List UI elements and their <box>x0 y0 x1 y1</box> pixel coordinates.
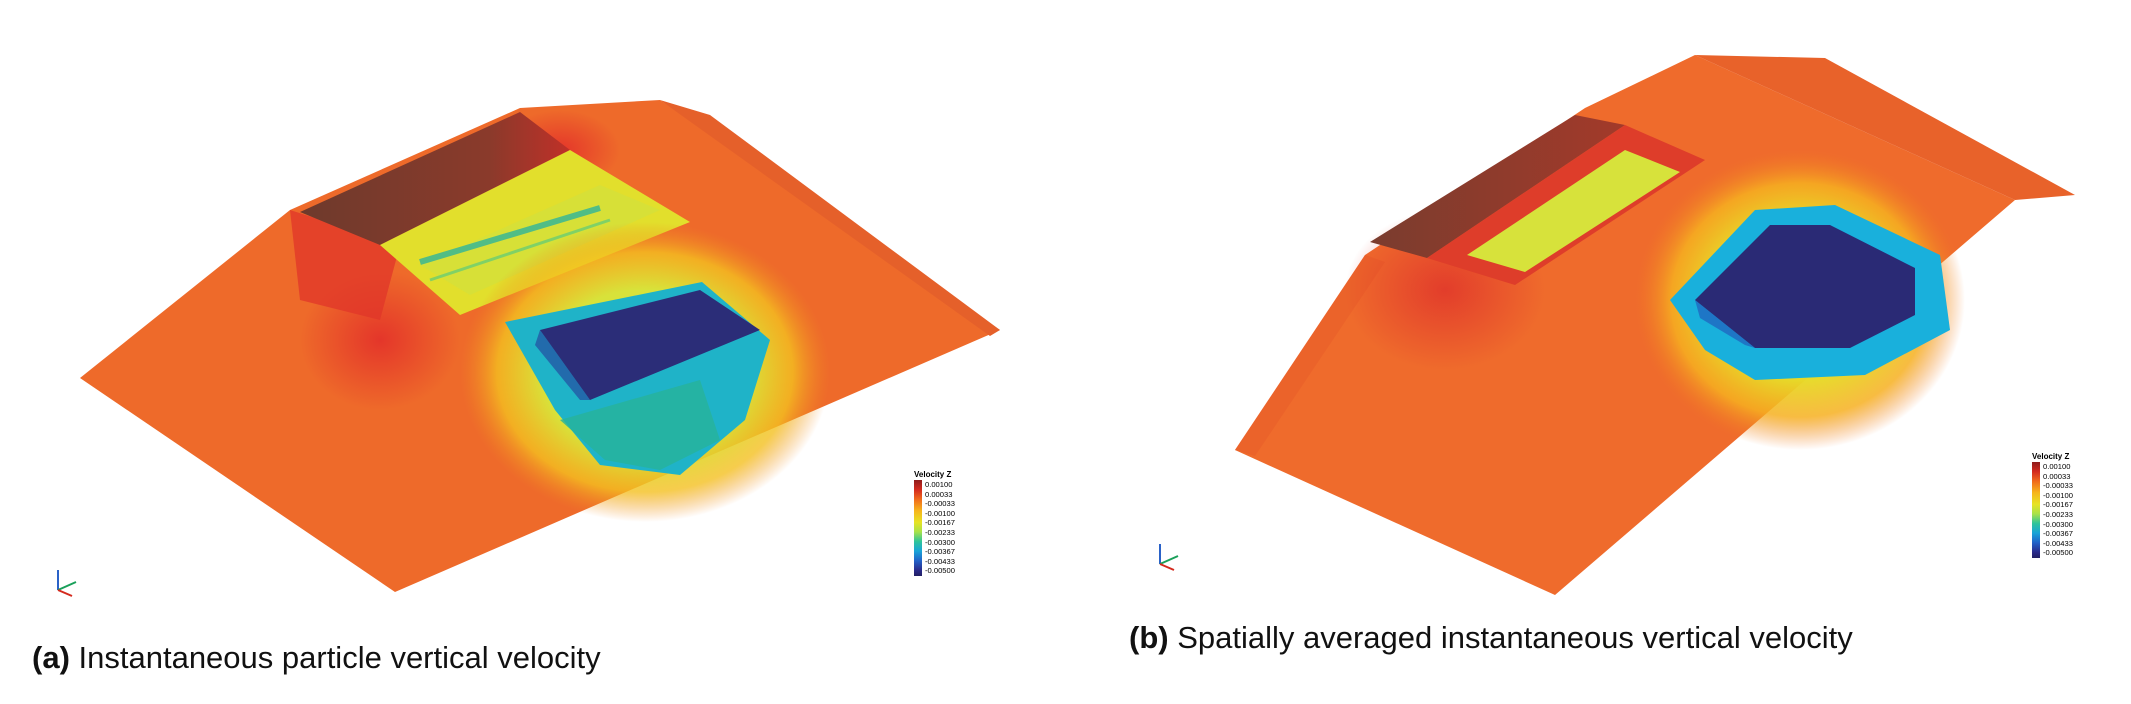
velocity-field-render-a <box>80 100 1000 592</box>
colorbar <box>914 480 922 576</box>
tick-label: -0.00300 <box>925 537 955 547</box>
caption-text: Instantaneous particle vertical velocity <box>78 640 601 675</box>
tick-label: 0.00033 <box>925 489 953 499</box>
tick-label: -0.00167 <box>2043 500 2073 510</box>
caption-text: Spatially averaged instantaneous vertica… <box>1177 620 1853 655</box>
tick-label: -0.00100 <box>2043 490 2073 500</box>
tick-label: -0.00033 <box>925 499 955 509</box>
colorbar-legend-b: Velocity Z 0.00100 0.00033 -0.00033 -0.0… <box>2032 452 2122 558</box>
panel-label: (b) <box>1129 620 1169 655</box>
tick-label: -0.00100 <box>925 508 955 518</box>
yellow-band <box>1467 150 1680 272</box>
legend-title: Velocity Z <box>914 470 952 479</box>
high-velocity-strip <box>1370 115 1625 258</box>
figure-panel-a: Velocity Z 0.00100 0.00033 -0.00033 -0.0… <box>0 0 1065 704</box>
tick-label: 0.00100 <box>2043 462 2071 471</box>
figure-panel-b: Velocity Z 0.00100 0.00033 -0.00033 -0.0… <box>1065 0 2131 704</box>
tick-label: -0.00167 <box>925 518 955 528</box>
figure-caption-b: (b) Spatially averaged instantaneous ver… <box>1129 620 1853 656</box>
tick-label: 0.00100 <box>925 480 953 489</box>
tick-label: -0.00233 <box>2043 509 2073 519</box>
tick-label: -0.00433 <box>925 556 955 566</box>
colorbar-ticks: 0.00100 0.00033 -0.00033 -0.00100 -0.001… <box>2043 462 2073 558</box>
tick-label: -0.00367 <box>2043 529 2073 539</box>
colorbar-ticks: 0.00100 0.00033 -0.00033 -0.00100 -0.001… <box>925 480 955 576</box>
legend-title: Velocity Z <box>2032 452 2070 461</box>
tick-label: 0.00033 <box>2043 471 2071 481</box>
panel-label: (a) <box>32 640 70 675</box>
low-velocity-zone <box>1695 225 1915 348</box>
slab-right-face <box>660 100 1000 336</box>
low-velocity-zone <box>540 290 760 400</box>
tick-label: -0.00300 <box>2043 519 2073 529</box>
slab-right-face <box>1695 55 2075 200</box>
velocity-field-render-b <box>1235 55 2075 595</box>
high-velocity-strip <box>300 112 570 245</box>
tick-label: -0.00233 <box>925 527 955 537</box>
figure-caption-a: (a) Instantaneous particle vertical velo… <box>32 640 601 676</box>
colorbar-legend-a: Velocity Z 0.00100 0.00033 -0.00033 -0.0… <box>914 470 1004 576</box>
tick-label: -0.00367 <box>925 547 955 557</box>
tick-label: -0.00500 <box>925 566 955 576</box>
tick-label: -0.00433 <box>2043 538 2073 548</box>
tick-label: -0.00033 <box>2043 481 2073 491</box>
tick-label: -0.00500 <box>2043 548 2073 558</box>
colorbar <box>2032 462 2040 558</box>
xyz-triad-icon <box>1159 544 1179 571</box>
xyz-triad-icon <box>57 570 77 597</box>
